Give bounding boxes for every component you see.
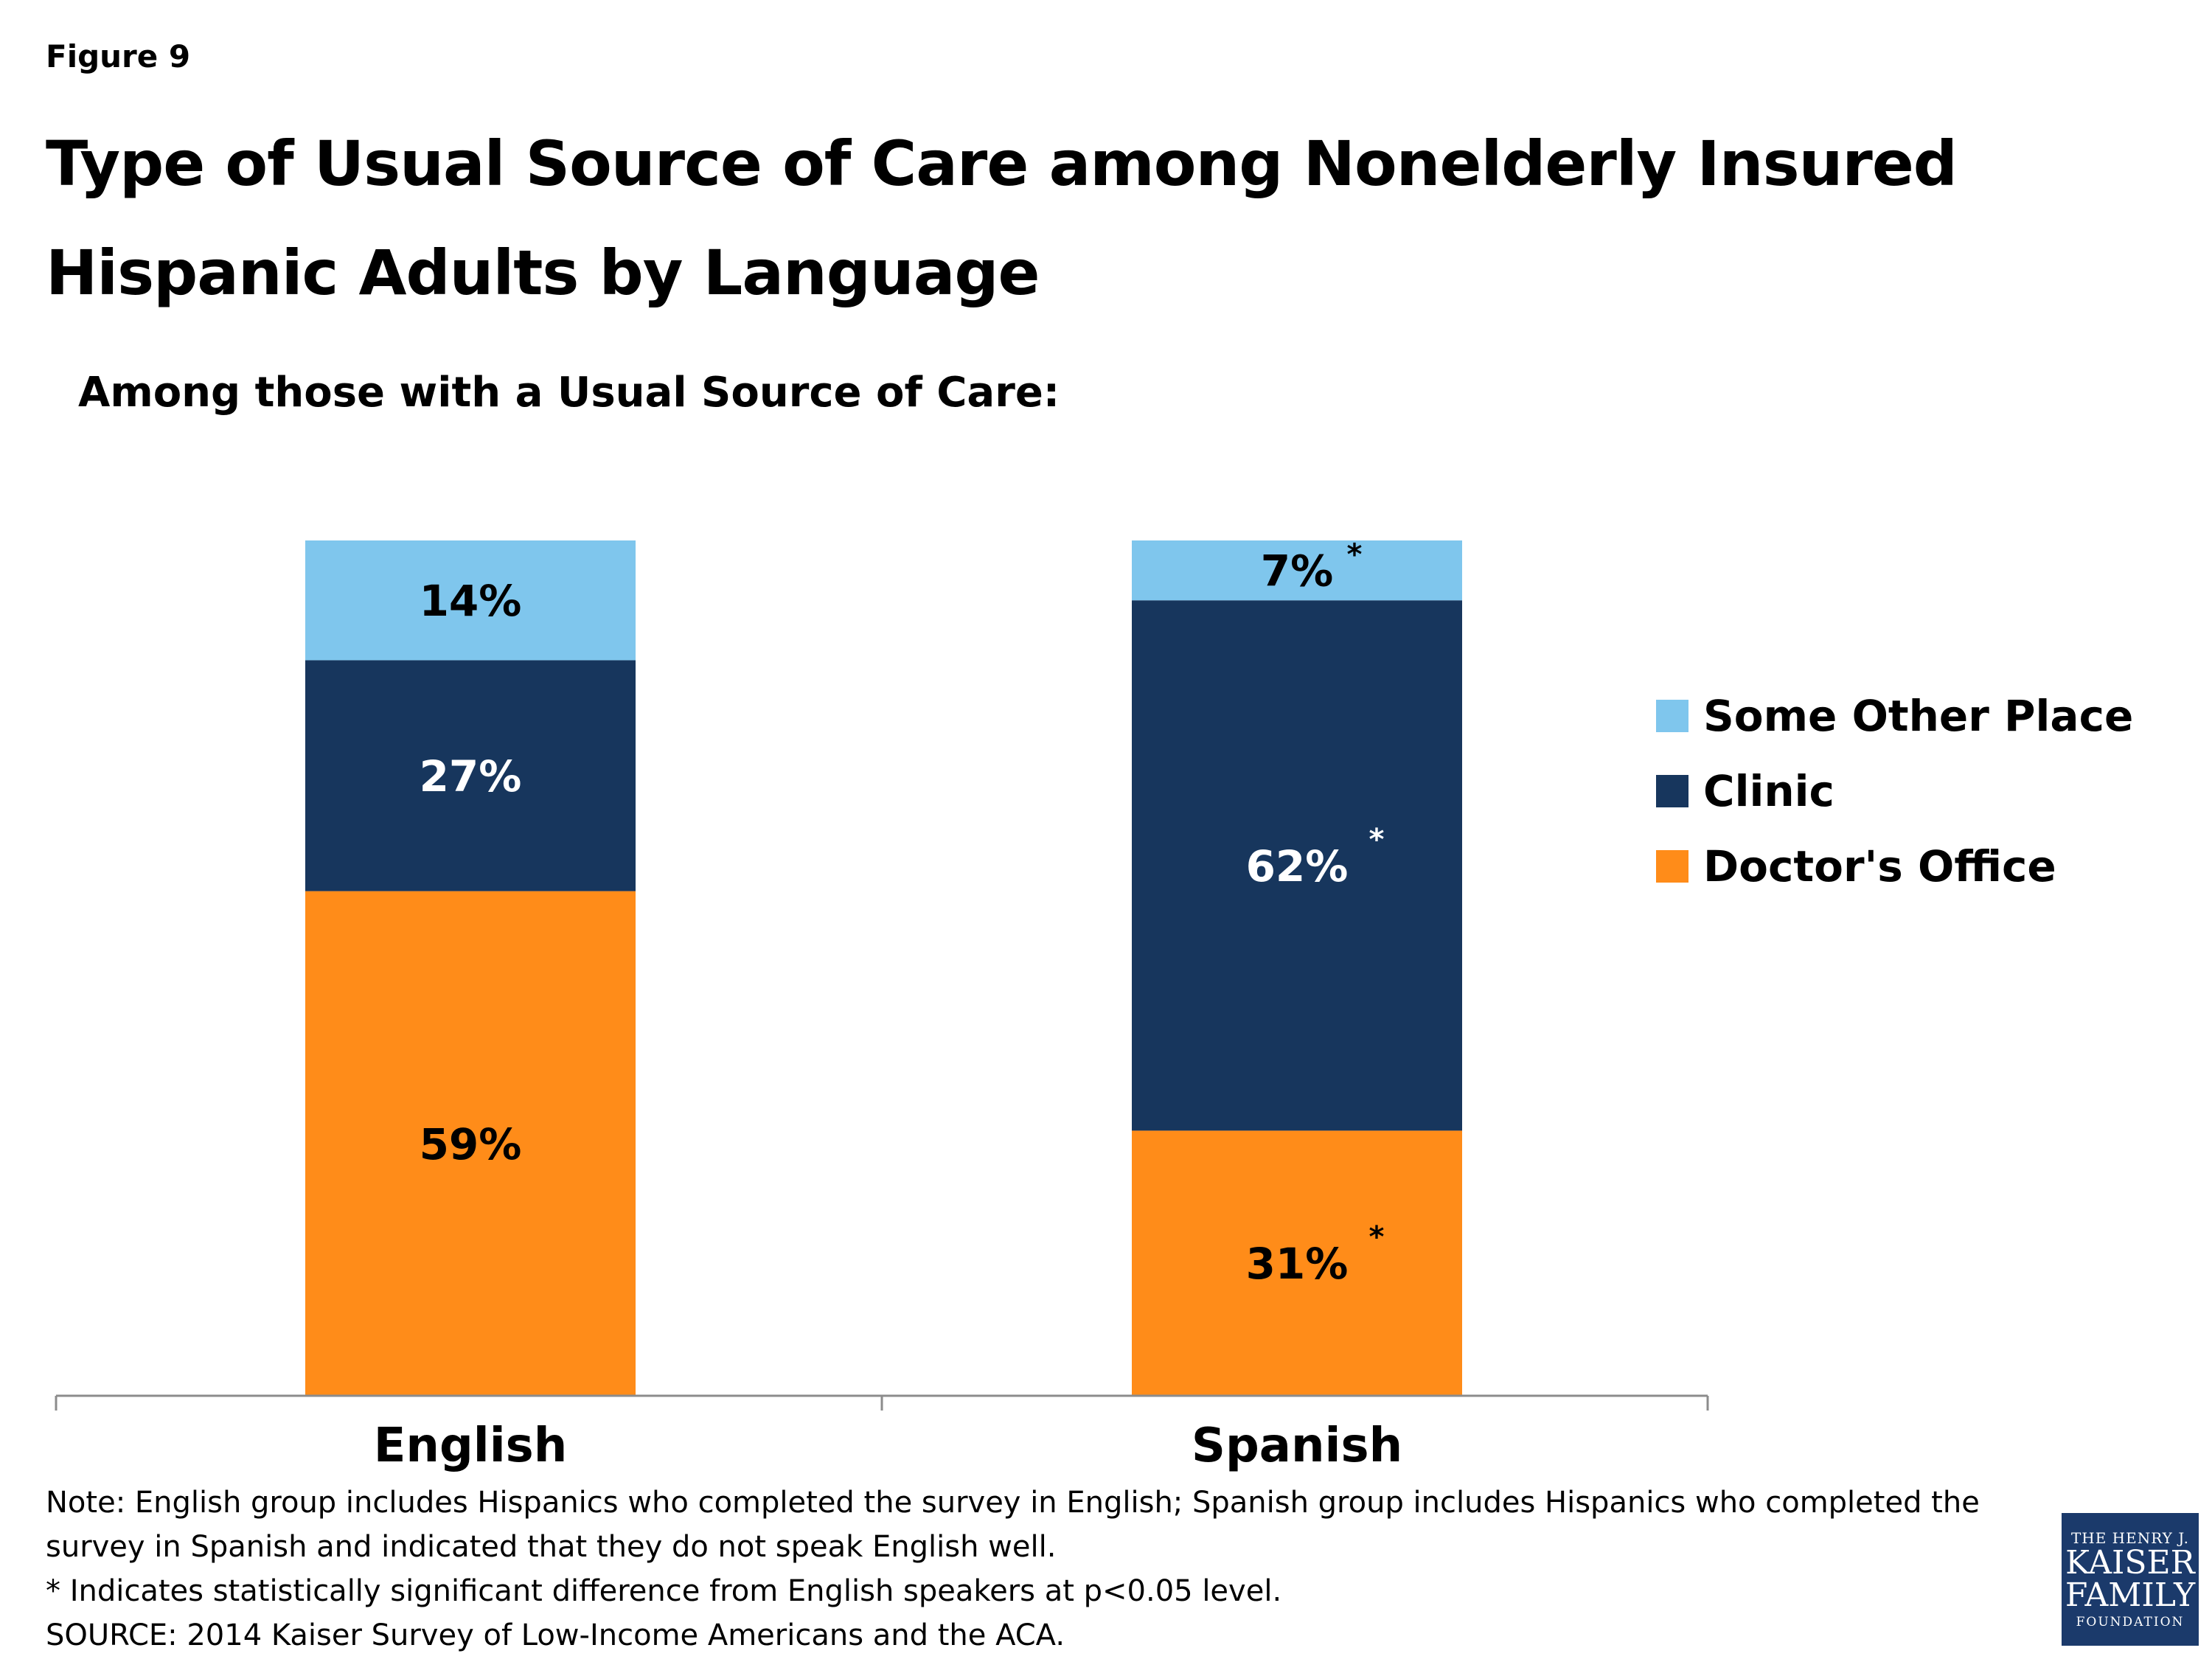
logo-line-4: FOUNDATION xyxy=(2076,1615,2185,1630)
note-line-2: survey in Spanish and indicated that the… xyxy=(46,1530,1057,1564)
bar-spanish-clinic xyxy=(1132,600,1462,1131)
chart-legend: Some Other Place Clinic Doctor's Office xyxy=(1656,678,2133,904)
stacked-bar-chart: 59% 27% 14% English 31% * 62% * 7% * Spanish xyxy=(55,538,1709,1473)
data-label-english-doctor-s-office: 59% xyxy=(420,1119,522,1169)
note-line-4: SOURCE: 2014 Kaiser Survey of Low-Income… xyxy=(46,1618,1065,1652)
x-tick-label-spanish: Spanish xyxy=(1192,1419,1402,1473)
data-label-spanish-some-other-place: 7% xyxy=(1261,546,1333,597)
legend-item-doctor-s-office: Doctor's Office xyxy=(1656,829,2133,904)
data-label-spanish-clinic: 62% xyxy=(1246,841,1349,891)
legend-label-doctor-s-office: Doctor's Office xyxy=(1703,841,2056,891)
legend-item-some-other-place: Some Other Place xyxy=(1656,678,2133,754)
footnotes: Note: English group includes Hispanics w… xyxy=(46,1481,2066,1658)
bar-english-doctor-s-office xyxy=(305,891,636,1396)
significance-marker-spanish-clinic: * xyxy=(1369,823,1385,857)
significance-marker-spanish-some-other-place: * xyxy=(1347,538,1363,572)
logo-line-3: FAMILY xyxy=(2065,1576,2196,1614)
bar-spanish-some-other-place xyxy=(1132,540,1462,601)
data-label-english-some-other-place: 14% xyxy=(420,576,522,626)
legend-label-clinic: Clinic xyxy=(1703,766,1834,816)
legend-item-clinic: Clinic xyxy=(1656,754,2133,829)
figure-label: Figure 9 xyxy=(46,38,191,74)
x-tick-label-english: English xyxy=(374,1419,568,1473)
logo-line-2: KAISER xyxy=(2065,1544,2195,1582)
legend-swatch-some-other-place xyxy=(1656,700,1688,732)
chart-title: Type of Usual Source of Care among Nonel… xyxy=(46,128,1958,309)
bar-english-some-other-place xyxy=(305,540,636,661)
legend-label-some-other-place: Some Other Place xyxy=(1703,691,2134,741)
legend-swatch-clinic xyxy=(1656,775,1688,807)
significance-marker-spanish-doctor-s-office: * xyxy=(1369,1220,1385,1254)
chart-subtitle: Among those with a Usual Source of Care: xyxy=(78,369,1060,417)
bar-spanish-doctor-s-office xyxy=(1132,1130,1462,1396)
logo-line-1: THE HENRY J. xyxy=(2070,1529,2190,1547)
data-label-spanish-doctor-s-office: 31% xyxy=(1246,1239,1349,1289)
note-line-1: Note: English group includes Hispanics w… xyxy=(46,1486,1980,1520)
note-line-3: * Indicates statistically significant di… xyxy=(46,1574,1282,1608)
data-label-english-clinic: 27% xyxy=(420,751,522,801)
bar-english-clinic xyxy=(305,660,636,891)
legend-swatch-doctor-s-office xyxy=(1656,850,1688,883)
kaiser-family-foundation-logo: THE HENRY J. KAISER FAMILY FOUNDATION xyxy=(2062,1513,2199,1646)
